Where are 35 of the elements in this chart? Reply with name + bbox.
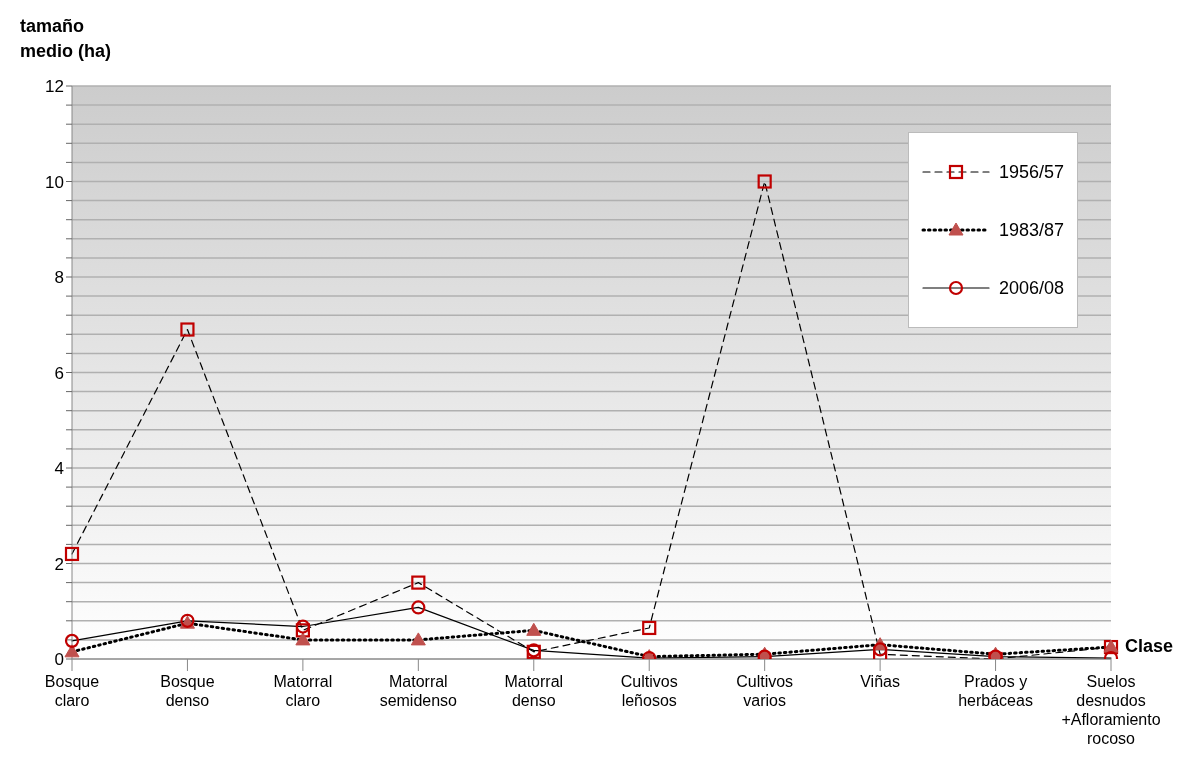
point [757, 174, 772, 189]
point [410, 632, 426, 646]
y-tick-label: 2 [54, 554, 64, 574]
x-axis-title: Clase [1124, 636, 1173, 657]
x-tick-label: Suelos desnudos +Afloramiento rocoso [1061, 673, 1161, 747]
x-tick-label: Viñas [860, 673, 900, 690]
legend-label: 1956/57 [999, 161, 1065, 183]
y-tick-label: 10 [45, 172, 64, 192]
point [642, 620, 657, 636]
y-tick-label: 4 [54, 459, 64, 479]
x-tick-label: Matorral claro [273, 673, 333, 709]
y-tick-label: 12 [45, 77, 64, 97]
y-tick-label: 0 [54, 650, 64, 670]
point [295, 632, 311, 646]
legend-label: 2006/08 [999, 277, 1065, 299]
point [64, 644, 80, 658]
y-tick-label: 6 [54, 363, 64, 383]
x-tick-label: Bosque claro [44, 673, 100, 709]
point [295, 623, 310, 638]
y-axis-title: tamaño medio (ha) [20, 15, 112, 63]
x-tick-label: Matorral semidenso [379, 673, 458, 709]
point [873, 642, 888, 657]
x-tick-label: Prados y herbáceas [958, 673, 1033, 709]
x-tick-label: Bosque denso [160, 673, 215, 709]
x-tick-label: Cultivos leñosos [620, 673, 678, 709]
legend-label: 1983/87 [999, 219, 1065, 241]
point [526, 622, 542, 636]
point [64, 633, 80, 648]
point [411, 600, 426, 615]
x-tick-label: Matorral denso [504, 673, 564, 709]
point [411, 575, 426, 590]
point [64, 546, 80, 562]
x-tick-label: Cultivos varios [736, 673, 794, 709]
point [180, 322, 195, 337]
y-tick-label: 8 [54, 268, 64, 288]
